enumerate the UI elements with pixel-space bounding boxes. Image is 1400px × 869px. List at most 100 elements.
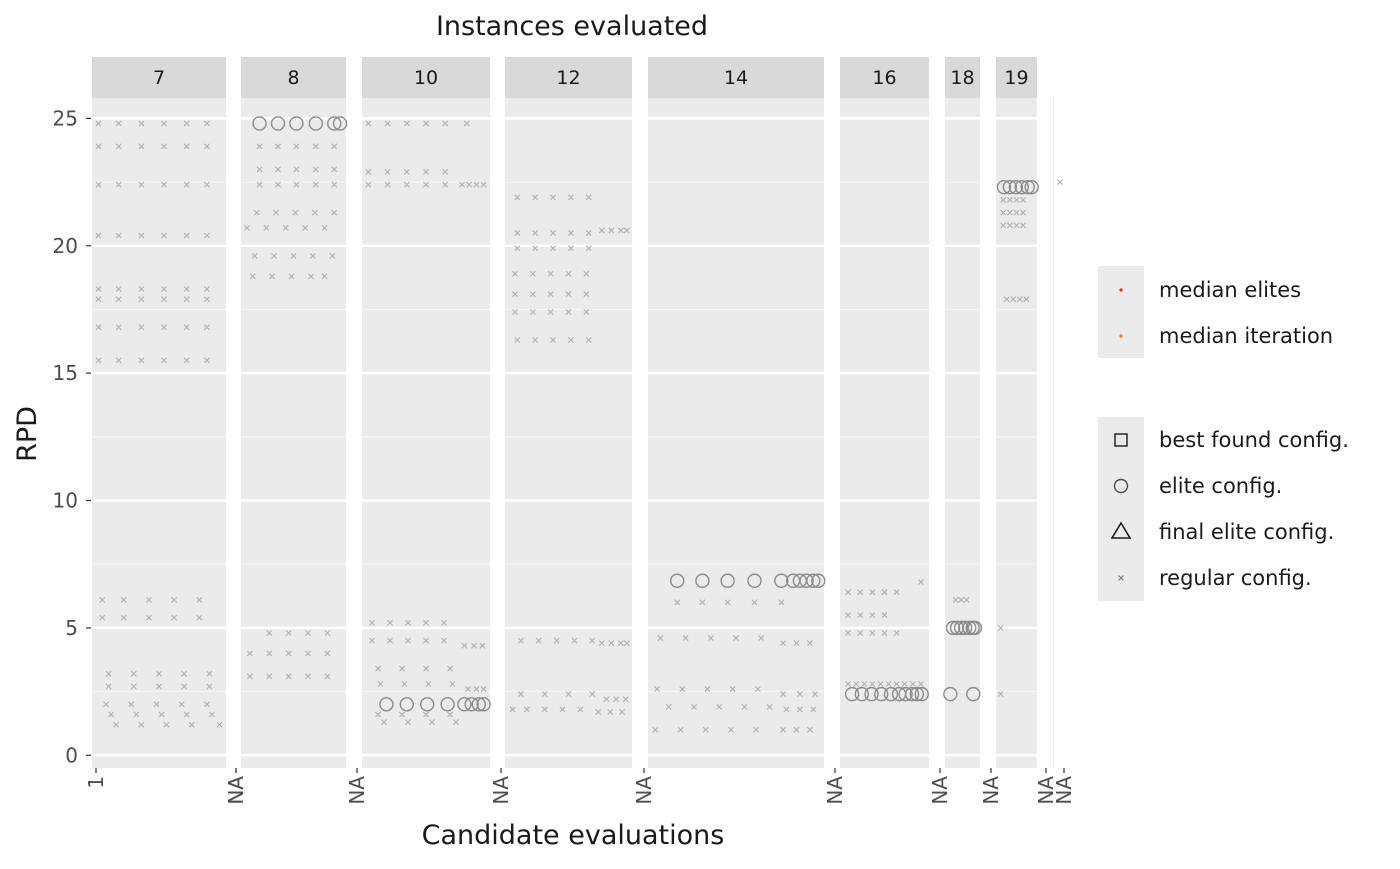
regular-point <box>133 711 140 718</box>
regular-point <box>183 296 190 303</box>
regular-points <box>243 143 338 680</box>
regular-points <box>845 579 924 687</box>
regular-point <box>729 686 736 693</box>
regular-point <box>1020 196 1027 203</box>
regular-point <box>216 721 223 728</box>
elite-point <box>289 116 304 131</box>
regular-point <box>796 691 803 698</box>
regular-point <box>699 599 706 606</box>
elite-point <box>420 697 435 712</box>
regular-point <box>403 181 410 188</box>
regular-point <box>178 701 185 708</box>
regular-point <box>778 599 785 606</box>
legend: median elites median iteration best found … <box>1098 266 1349 601</box>
regular-point <box>405 637 411 644</box>
regular-point <box>95 181 102 188</box>
regular-point <box>517 691 524 698</box>
regular-point <box>95 324 102 331</box>
facet-strip <box>648 57 824 98</box>
regular-point <box>161 296 168 303</box>
regular-point <box>585 230 592 237</box>
regular-point <box>532 230 539 237</box>
regular-point <box>384 120 391 127</box>
elite-point <box>874 686 889 702</box>
regular-point <box>1013 222 1020 229</box>
regular-point <box>567 245 574 252</box>
regular-point <box>423 619 429 626</box>
regular-point <box>161 143 168 150</box>
facet-strip <box>840 57 929 98</box>
regular-point <box>567 194 574 201</box>
regular-point <box>115 324 122 331</box>
regular-point <box>381 719 387 726</box>
regular-point <box>532 337 539 344</box>
regular-point <box>181 683 188 690</box>
regular-point <box>249 273 256 280</box>
elite-points <box>996 179 1039 195</box>
regular-point <box>909 680 916 687</box>
elite-point <box>471 697 486 712</box>
regular-point <box>285 650 292 657</box>
regular-point <box>203 181 210 188</box>
facet-7: 7 1 NA <box>84 57 248 805</box>
regular-point <box>307 273 314 280</box>
regular-point <box>401 680 408 687</box>
regular-point <box>399 711 405 718</box>
elite-point <box>945 620 961 636</box>
regular-point <box>567 230 574 237</box>
regular-point <box>161 232 168 239</box>
regular-points <box>952 596 970 603</box>
x-tick-label: NA <box>979 776 1003 805</box>
regular-point <box>324 673 331 680</box>
regular-point <box>312 181 319 188</box>
regular-point <box>181 670 188 677</box>
regular-point <box>423 168 429 175</box>
regular-point <box>203 143 210 150</box>
regular-point <box>203 232 210 239</box>
regular-point <box>958 596 965 603</box>
legend-key-background <box>1098 417 1144 601</box>
regular-point <box>603 696 610 703</box>
regular-point <box>120 614 127 621</box>
x-tick-label: NA <box>1052 776 1076 805</box>
regular-point <box>130 670 137 677</box>
regular-point <box>441 619 447 626</box>
elite-point <box>252 116 267 131</box>
regular-point <box>652 726 659 733</box>
regular-point <box>753 726 760 733</box>
regular-point <box>585 194 592 201</box>
regular-point <box>423 665 429 672</box>
regular-point <box>449 680 456 687</box>
regular-point <box>553 637 560 644</box>
regular-point <box>274 166 281 173</box>
elite-point <box>379 697 394 712</box>
regular-point <box>861 680 868 687</box>
regular-point <box>183 181 190 188</box>
regular-point <box>589 637 596 644</box>
regular-point <box>459 181 465 188</box>
regular-point <box>115 357 122 364</box>
elite-point <box>720 573 735 588</box>
x-tick-label: NA <box>345 776 369 805</box>
elite-point <box>806 573 821 588</box>
regular-point <box>266 650 273 657</box>
regular-point <box>138 120 145 127</box>
regular-point <box>99 596 106 603</box>
regular-point <box>565 291 572 298</box>
regular-point <box>845 589 852 596</box>
regular-point <box>161 357 168 364</box>
y-axis: 0 5 10 15 20 25 <box>53 106 91 767</box>
elite-point <box>1024 179 1039 195</box>
regular-point <box>565 691 572 698</box>
regular-point <box>115 143 122 150</box>
regular-point <box>810 706 817 713</box>
regular-point <box>893 589 900 596</box>
regular-point <box>269 273 276 280</box>
regular-point <box>565 270 572 277</box>
regular-point <box>532 194 539 201</box>
regular-point <box>657 635 664 642</box>
elite-point <box>844 686 860 702</box>
x-tick-label: NA <box>224 776 248 805</box>
